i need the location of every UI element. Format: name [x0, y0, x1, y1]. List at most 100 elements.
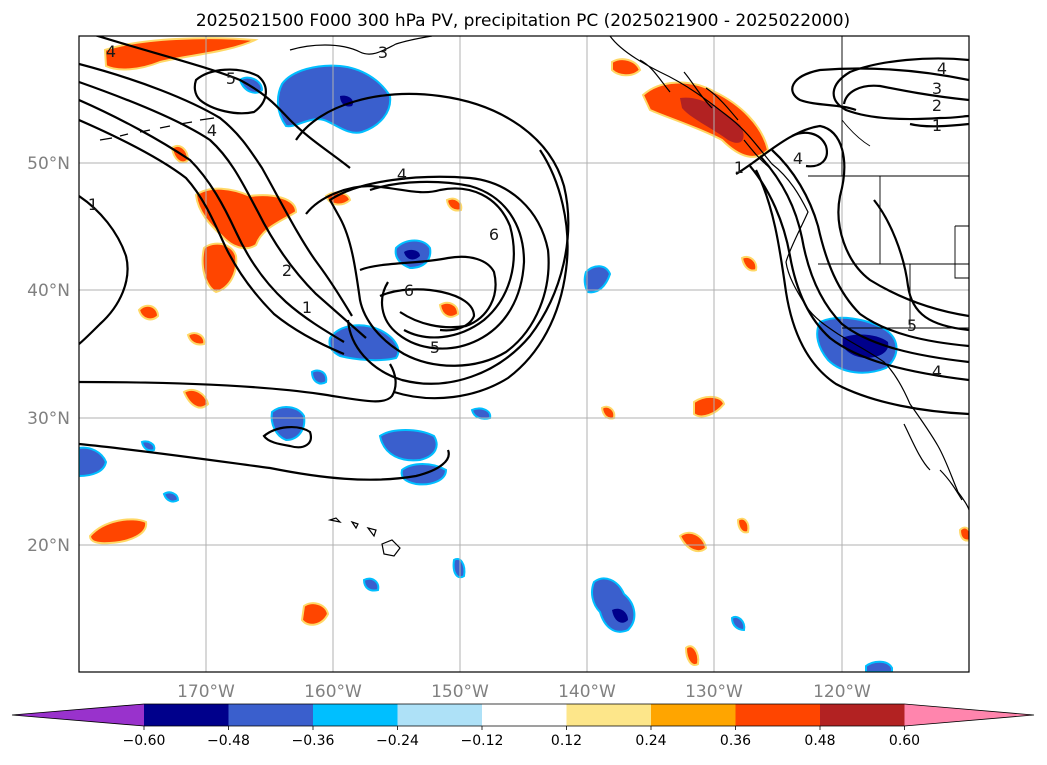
pv-contour: [759, 155, 969, 364]
colorbar-extend-min: [12, 704, 144, 726]
contour-label: 4: [937, 59, 947, 78]
contour-label: 4: [397, 165, 407, 184]
precip-positive-area: [137, 304, 160, 321]
coastline: [639, 59, 771, 169]
colorbar-segment: [820, 704, 906, 726]
precip-positive-area: [678, 531, 708, 553]
precip-negative-area: [452, 558, 466, 579]
precip-positive-area: [186, 332, 206, 346]
colorbar-segment: [735, 704, 821, 726]
precip-negative-area: [404, 249, 420, 260]
precip-positive-area: [740, 256, 758, 272]
contour-label: 5: [907, 316, 917, 335]
colorbar-tick-label: −0.36: [292, 733, 335, 749]
gridlines: [79, 36, 969, 672]
precip-positive-area: [736, 517, 750, 534]
contour-label: 3: [932, 79, 942, 98]
precip-negative-area: [865, 660, 893, 672]
map-panel: 4 3 5 4 1 4 6 2 1 6 5 4 3 2 1 4 1 5 4: [79, 36, 969, 672]
precip-positive-area: [611, 58, 642, 77]
colorbar-segment: [228, 704, 314, 726]
precip-negative-area: [140, 440, 156, 452]
contour-label: 1: [932, 116, 942, 135]
colorbar-tick-label: 0.12: [551, 733, 582, 749]
pv-contour: [842, 84, 969, 105]
lat-axis-labels: 50°N 40°N 30°N 20°N: [27, 154, 70, 556]
pv-contour: [79, 118, 345, 356]
colorbar-tick-label: −0.24: [376, 733, 419, 749]
pv-contour: [359, 255, 497, 329]
lat-tick-label: 50°N: [27, 154, 70, 174]
colorbar-segment: [651, 704, 737, 726]
colorbar-tick-label: 0.36: [720, 733, 751, 749]
contour-label: 4: [793, 149, 803, 168]
contour-label: 6: [489, 225, 499, 244]
precip-negative-area: [378, 429, 438, 462]
pv-contour: [755, 169, 969, 416]
pv-contour: [735, 124, 969, 318]
pv-contour: [262, 426, 312, 449]
pv-contour: [369, 180, 526, 350]
precip-positive-area: [201, 242, 238, 294]
precip-positive-area: [103, 37, 259, 71]
colorbar-tick-label: −0.12: [461, 733, 504, 749]
lat-tick-label: 20°N: [27, 536, 70, 556]
figure-title: 2025021500 F000 300 hPa PV, precipitatio…: [196, 11, 850, 31]
pv-contour: [832, 57, 969, 121]
colorbar-tick-label: −0.60: [123, 733, 166, 749]
pv-contour: [79, 98, 345, 343]
contour-label: 4: [207, 121, 217, 140]
pv-contour: [193, 68, 267, 115]
contour-label: 5: [430, 338, 440, 357]
precip-negative-area: [276, 64, 392, 134]
pv-contour: [771, 149, 969, 348]
precip-negative-area: [328, 324, 400, 362]
colorbar-tick-label: 0.24: [635, 733, 666, 749]
contour-label: 1: [88, 195, 98, 214]
contour-label: 3: [378, 43, 388, 62]
lon-tick-label: 130°W: [685, 682, 743, 702]
precip-positive-area: [693, 396, 726, 418]
lon-axis-labels: 170°W 160°W 150°W 140°W 130°W 120°W: [177, 682, 871, 702]
precip-positive-area: [958, 526, 969, 542]
pv-contour: [909, 122, 969, 128]
pv-contour: [379, 288, 476, 332]
hawaii-island: [327, 517, 401, 557]
colorbar-tick-label: 0.48: [804, 733, 835, 749]
pv-contours: [79, 36, 969, 481]
colorbar-tick-label: −0.48: [207, 733, 250, 749]
contour-label: 4: [106, 42, 116, 61]
lon-tick-label: 150°W: [431, 682, 489, 702]
coastline: [99, 117, 215, 141]
precip-negative-area: [583, 265, 612, 294]
precip-negative-area: [362, 577, 380, 592]
lon-tick-label: 140°W: [558, 682, 616, 702]
map-frame: [78, 35, 970, 673]
lon-tick-label: 170°W: [177, 682, 235, 702]
precip-negative-area: [730, 616, 746, 632]
pv-contour: [79, 195, 129, 345]
colorbar: −0.60 −0.48 −0.36 −0.24 −0.12 0.12 0.24 0.36 0.4…: [11, 703, 1035, 749]
pv-contour: [791, 131, 828, 168]
pv-contour: [94, 36, 351, 169]
colorbar-segment: [144, 704, 230, 726]
precip-negative-area: [612, 608, 628, 623]
pv-contour: [393, 149, 569, 400]
contour-label: 2: [282, 261, 292, 280]
precip-positive-area: [684, 645, 700, 666]
contour-label: 6: [404, 281, 414, 300]
pv-contour: [79, 62, 353, 317]
contour-label: 4: [932, 362, 942, 381]
colorbar-extend-max: [904, 704, 1034, 726]
pv-contour: [79, 442, 450, 481]
lat-tick-label: 30°N: [27, 409, 70, 429]
precip-negative-area: [79, 446, 108, 478]
precip-negative-area: [162, 491, 180, 503]
contour-label: 1: [734, 158, 744, 177]
precip-positive-area: [88, 518, 148, 545]
pv-contour: [79, 80, 367, 339]
precip-negative-area: [310, 369, 328, 385]
lat-tick-label: 40°N: [27, 281, 70, 301]
pv-contour: [328, 175, 550, 367]
lon-tick-label: 120°W: [813, 682, 871, 702]
